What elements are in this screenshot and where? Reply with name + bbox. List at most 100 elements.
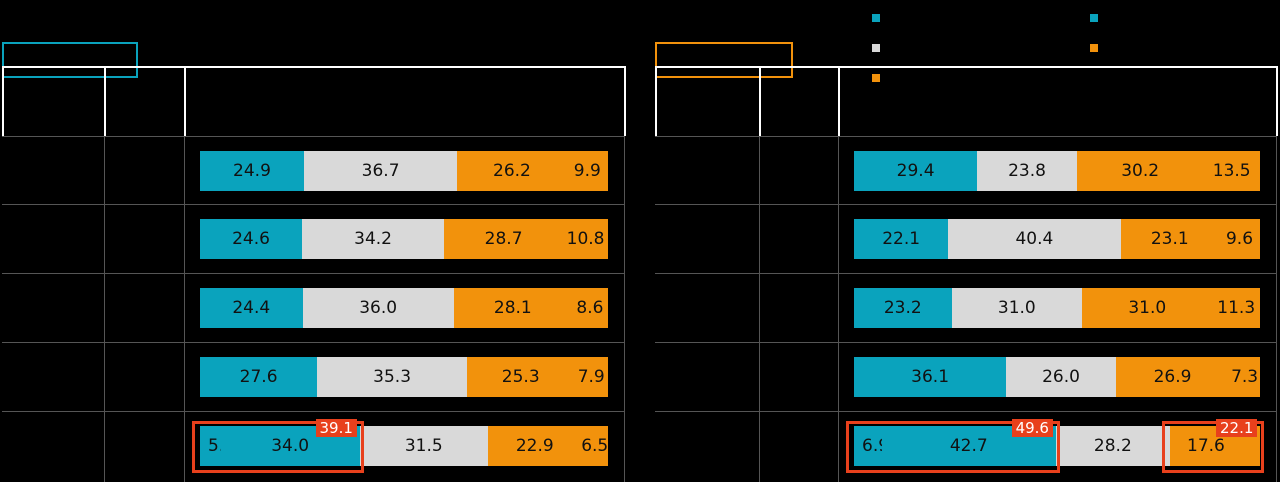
legend-swatch	[1090, 14, 1098, 22]
respondent-count: 104	[794, 228, 828, 247]
chart-title: ペアローン	[655, 42, 793, 78]
bar-value-label: 31.0	[1128, 298, 1167, 318]
column-separator	[104, 66, 106, 136]
bar-segment: 28.1	[453, 288, 572, 328]
bar-segment: 28.7	[444, 219, 564, 259]
bar-segment: 31.5	[359, 426, 489, 466]
bar-segment: 31.0	[1082, 288, 1213, 328]
bar-segment: 7.3	[1229, 357, 1260, 397]
legend-item: あまり立てていない	[1090, 38, 1228, 58]
bar-value-label: 22.1	[882, 229, 921, 249]
bar-value-label: 24.6	[232, 229, 270, 249]
bar-value-label: 42.7	[949, 436, 988, 456]
table-top-border	[2, 66, 624, 68]
period-label: 2021年～ 2025年	[12, 426, 84, 464]
respondent-count: 1,117	[123, 366, 174, 385]
respondent-count: 1,130	[123, 297, 174, 316]
chart-title: 単独ローン	[2, 42, 138, 78]
row-divider	[655, 136, 1276, 137]
column-separator	[838, 66, 840, 136]
column-separator	[1276, 66, 1278, 136]
bar-value-label: 36.0	[359, 298, 398, 318]
bar-value-label: 31.5	[404, 436, 443, 456]
period-label: 2005年 以前	[12, 151, 69, 189]
row-divider	[2, 411, 624, 412]
column-separator	[655, 66, 657, 136]
count-column-header: 回答者数	[117, 116, 170, 131]
bar-value-label: 7.9	[577, 367, 605, 387]
period-column-header: 住宅ローン 借入時期	[674, 97, 740, 130]
bar-segment: 36.1	[854, 357, 1007, 397]
bar-segment: 9.6	[1219, 219, 1260, 259]
bar-value-label: 34.0	[271, 436, 310, 456]
bar-segment: 35.3	[317, 357, 468, 397]
bar-value-label: 8.6	[576, 298, 604, 318]
legend-swatch	[872, 74, 880, 82]
bar-segment: 22.1	[854, 219, 949, 259]
bar-segment: 13.5	[1203, 151, 1260, 191]
bar-segment: 36.0	[302, 288, 454, 328]
period-label: 2016年～ 2020年	[665, 357, 737, 395]
bar-value-label: 28.2	[1093, 436, 1132, 456]
column-separator	[1276, 136, 1277, 482]
bar-segment: 28.2	[1055, 426, 1171, 466]
respondent-count: 1,119	[123, 160, 174, 179]
bar-value-label: 24.4	[232, 298, 271, 318]
bar-segment: 23.2	[854, 288, 952, 328]
bar-value-label: 17.6	[1187, 436, 1225, 456]
highlight-total-label: 49.6	[1011, 419, 1053, 437]
period-label: 2006年 ～2010年	[665, 219, 737, 257]
bar-value-label: 31.0	[997, 298, 1036, 318]
period-label: 2021年～ 2025年	[665, 426, 737, 464]
column-separator	[624, 66, 626, 136]
bar-segment: 23.1	[1120, 219, 1220, 259]
period-label: 2005年 以前	[665, 151, 722, 189]
column-separator	[184, 136, 185, 482]
unit-label: （%）	[580, 119, 620, 134]
bar-value-label: 36.7	[361, 161, 400, 181]
bar-segment: 30.2	[1076, 151, 1204, 191]
bar-value-label: 6.5	[581, 436, 609, 456]
respondent-count: 219	[794, 366, 828, 385]
legend-item: 立てていない	[872, 68, 968, 88]
row-divider	[2, 342, 624, 343]
bar-segment: 24.9	[200, 151, 304, 191]
unit-label: （%）	[1232, 119, 1272, 134]
bar-value-label: 30.2	[1121, 161, 1160, 181]
bar-segment: 25.3	[467, 357, 575, 397]
bar-value-label: 26.0	[1042, 367, 1080, 387]
period-label: 2006年 ～2010年	[12, 219, 84, 257]
bar-segment: 26.0	[1006, 357, 1116, 397]
count-column-header: 回答者数	[772, 116, 825, 131]
legend-label: 立てている	[884, 11, 954, 27]
bar-segment: 27.6	[200, 357, 318, 397]
bar-segment: 29.4	[854, 151, 978, 191]
column-separator	[624, 136, 625, 482]
legend-item: どちらともいえない	[872, 38, 1010, 58]
bar-value-label: 28.7	[484, 229, 523, 249]
bar-value-label: 27.6	[239, 367, 278, 387]
legend-item: 立てている	[872, 8, 954, 28]
row-divider	[655, 342, 1276, 343]
bar-segment: 22.9	[488, 426, 582, 466]
respondent-count: 929	[140, 435, 174, 454]
legend-item: ある程度立てている	[1090, 8, 1228, 28]
bar-value-label: 28.1	[493, 298, 532, 318]
bar-value-label: 10.8	[566, 229, 605, 249]
legend-label: あまり立てていない	[1102, 41, 1228, 57]
bar-value-label: 23.8	[1008, 161, 1046, 181]
legend-label: どちらともいえない	[884, 41, 1010, 57]
period-column-header: 住宅ローン 借入時期	[20, 97, 86, 130]
bar-value-label: 40.4	[1015, 229, 1054, 249]
row-divider	[2, 204, 624, 205]
bar-segment: 26.2	[457, 151, 567, 191]
bar-segment: 26.9	[1115, 357, 1230, 397]
bar-segment: 9.9	[566, 151, 608, 191]
highlight-box	[846, 421, 1060, 473]
column-separator	[2, 66, 4, 136]
respondent-count: 262	[794, 435, 828, 454]
bar-segment: 24.6	[200, 219, 303, 259]
highlight-box	[1162, 421, 1264, 473]
legend-label: ある程度立てている	[1102, 11, 1228, 27]
bar-value-label: 26.2	[493, 161, 531, 181]
